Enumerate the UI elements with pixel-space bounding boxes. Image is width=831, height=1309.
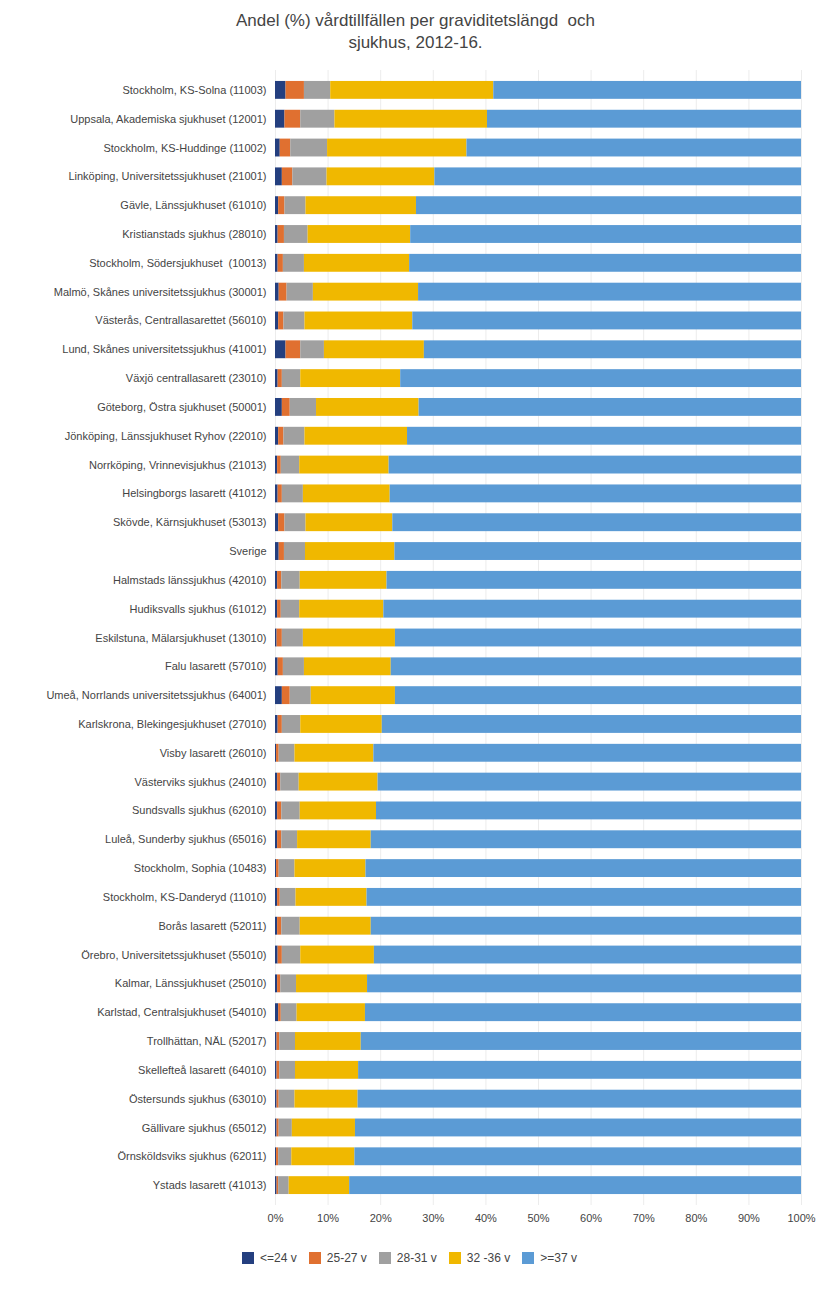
svg-text:Karlstad, Centralsjukhuset (54: Karlstad, Centralsjukhuset (54010)	[97, 1006, 266, 1018]
html-text:>=37 v: >=37 v	[540, 1250, 577, 1265]
svg-text:Växjö centrallasarett (23010): Växjö centrallasarett (23010)	[126, 372, 267, 384]
html-text:<=24 v: <=24 v	[260, 1250, 297, 1265]
svg-text:Halmstads länssjukhus (42010): Halmstads länssjukhus (42010)	[113, 574, 266, 586]
svg-text:60%: 60%	[580, 1212, 602, 1224]
svg-text:Skellefteå lasarett (64010): Skellefteå lasarett (64010)	[138, 1064, 266, 1076]
svg-text:Västerås, Centrallasarettet (5: Västerås, Centrallasarettet (56010)	[95, 315, 266, 327]
svg-text:Stockholm, KS-Danderyd (11010): Stockholm, KS-Danderyd (11010)	[103, 891, 267, 903]
svg-text:Örnsköldsviks sjukhus (62011): Örnsköldsviks sjukhus (62011)	[118, 1150, 267, 1162]
svg-text:Uppsala, Akademiska sjukhuset: Uppsala, Akademiska sjukhuset (12001)	[70, 113, 266, 125]
svg-text:Sverige: Sverige	[229, 545, 266, 557]
svg-text:Ystads lasarett (41013): Ystads lasarett (41013)	[153, 1179, 267, 1191]
svg-text:Helsingborgs lasarett (41012): Helsingborgs lasarett (41012)	[122, 488, 266, 500]
svg-text:Umeå, Norrlands universitetssj: Umeå, Norrlands universitetssjukhus (640…	[46, 689, 266, 701]
svg-text:Luleå, Sunderby sjukhus (65016: Luleå, Sunderby sjukhus (65016)	[105, 833, 266, 845]
svg-text:Malmö, Skånes universitetssjuk: Malmö, Skånes universitetssjukhus (30001…	[54, 286, 267, 298]
svg-text:Kalmar, Länssjukhuset (25010): Kalmar, Länssjukhuset (25010)	[115, 978, 267, 990]
svg-text:40%: 40%	[475, 1212, 497, 1224]
svg-text:Eskilstuna, Mälarsjukhuset (13: Eskilstuna, Mälarsjukhuset (13010)	[95, 632, 266, 644]
svg-text:Visby lasarett (26010): Visby lasarett (26010)	[160, 747, 267, 759]
svg-text:Linköping, Universitetssjukhus: Linköping, Universitetssjukhuset (21001)	[68, 171, 266, 183]
svg-text:80%: 80%	[685, 1212, 707, 1224]
svg-text:90%: 90%	[738, 1212, 760, 1224]
svg-text:Stockholm, Sophia (10483): Stockholm, Sophia (10483)	[134, 862, 267, 874]
svg-text:Örebro, Universitetssjukhuset: Örebro, Universitetssjukhuset (55010)	[81, 949, 266, 961]
svg-text:Gällivare sjukhus (65012): Gällivare sjukhus (65012)	[142, 1122, 267, 1134]
svg-text:50%: 50%	[527, 1212, 549, 1224]
html-text:32 -36 v: 32 -36 v	[466, 1250, 511, 1265]
svg-text:Borås lasarett (52011): Borås lasarett (52011)	[158, 920, 266, 932]
svg-text:Jönköping, Länssjukhuset Ryhov: Jönköping, Länssjukhuset Ryhov (22010)	[65, 430, 267, 442]
svg-text:Sundsvalls sjukhus (62010): Sundsvalls sjukhus (62010)	[132, 805, 267, 817]
svg-text:100%: 100%	[787, 1212, 815, 1224]
html-text:25-27 v: 25-27 v	[326, 1250, 367, 1265]
svg-text:20%: 20%	[370, 1212, 392, 1224]
svg-text:Göteborg, Östra sjukhuset (500: Göteborg, Östra sjukhuset (50001)	[97, 401, 266, 413]
svg-text:Gävle, Länssjukhuset (61010): Gävle, Länssjukhuset (61010)	[120, 199, 266, 211]
html-text:Andel (%) vårdtillfällen per g: Andel (%) vårdtillfällen per graviditets…	[236, 11, 595, 53]
svg-text:Falu lasarett (57010): Falu lasarett (57010)	[165, 661, 267, 673]
svg-text:Trollhättan, NÄL (52017): Trollhättan, NÄL (52017)	[147, 1035, 267, 1047]
svg-text:0%: 0%	[268, 1212, 284, 1224]
svg-text:Stockholm, KS-Huddinge (11002): Stockholm, KS-Huddinge (11002)	[103, 142, 266, 154]
svg-text:Östersunds sjukhus (63010): Östersunds sjukhus (63010)	[129, 1093, 267, 1105]
svg-text:Karlskrona, Blekingesjukhuset: Karlskrona, Blekingesjukhuset (27010)	[78, 718, 266, 730]
svg-text:Skövde, Kärnsjukhuset (53013): Skövde, Kärnsjukhuset (53013)	[113, 516, 266, 528]
svg-text:Stockholm, Södersjukhuset (10: Stockholm, Södersjukhuset (10013)	[89, 257, 266, 269]
svg-text:30%: 30%	[422, 1212, 444, 1224]
svg-text:Stockholm, KS-Solna (11003): Stockholm, KS-Solna (11003)	[122, 84, 266, 96]
svg-text:Lund, Skånes universitetssjukh: Lund, Skånes universitetssjukhus (41001)	[62, 343, 266, 355]
svg-text:Hudiksvalls sjukhus (61012): Hudiksvalls sjukhus (61012)	[130, 603, 267, 615]
svg-text:Västerviks sjukhus (24010): Västerviks sjukhus (24010)	[134, 776, 266, 788]
html-text:28-31 v: 28-31 v	[396, 1250, 437, 1265]
svg-text:Norrköping, Vrinnevisjukhus (2: Norrköping, Vrinnevisjukhus (21013)	[89, 459, 267, 471]
svg-text:70%: 70%	[633, 1212, 655, 1224]
svg-text:10%: 10%	[317, 1212, 339, 1224]
svg-text:Kristianstads sjukhus (28010): Kristianstads sjukhus (28010)	[122, 228, 266, 240]
